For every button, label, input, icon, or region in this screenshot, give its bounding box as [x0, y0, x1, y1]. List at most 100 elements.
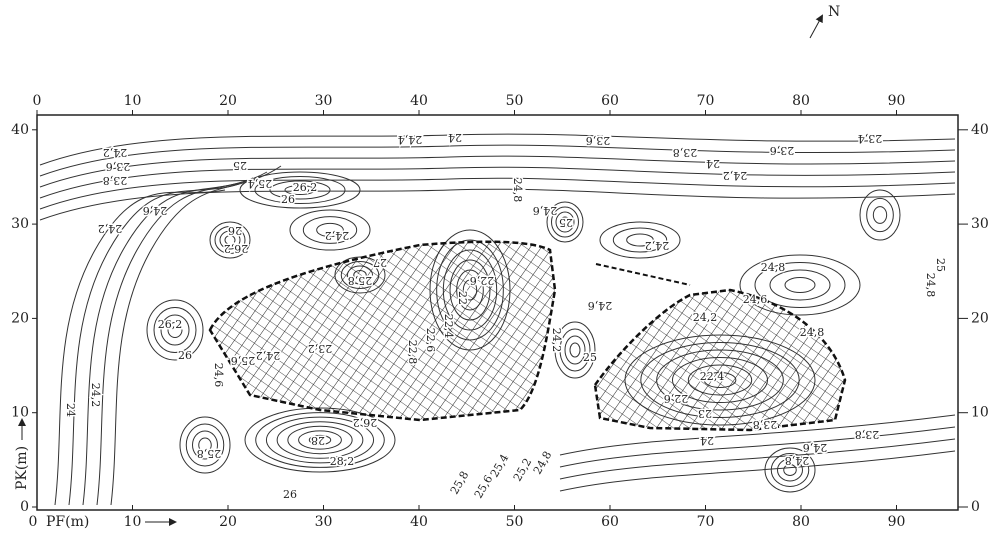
contour-label: 24: [706, 157, 720, 170]
contour-label: 25: [934, 258, 947, 272]
contour-label: 23,6: [106, 160, 131, 173]
contour-label: 24,2: [645, 239, 670, 252]
contour-label: 24,2: [89, 383, 102, 408]
x-tick-label: 0: [33, 93, 42, 109]
y-tick-label: 20: [11, 310, 29, 326]
contour-line: [40, 134, 955, 165]
x-tick-label: 20: [219, 514, 237, 530]
x-tick-label: 20: [219, 93, 237, 109]
contour-label: 26: [281, 193, 295, 206]
contour-line: [180, 417, 230, 473]
north-arrow: [810, 16, 822, 38]
contour-line: [873, 207, 886, 224]
contour-line: [40, 189, 955, 220]
contour-line: [785, 278, 815, 293]
contour-label: 26,2: [293, 181, 318, 194]
contour-line: [560, 427, 955, 467]
y-axis-label: PK(m): [14, 446, 30, 490]
x-tick-label: 60: [601, 93, 619, 109]
y-tick-label: 40: [971, 122, 989, 138]
contour-label: 24: [64, 403, 77, 417]
y-tick-label: 40: [11, 122, 29, 138]
contour-label: 24,6: [212, 363, 225, 388]
contour-label: 22,6: [424, 328, 437, 353]
x-tick-label: 0: [29, 514, 38, 530]
contour-label: 26: [228, 224, 242, 237]
y-tick-label: 30: [11, 216, 29, 232]
x-tick-label: 50: [506, 514, 524, 530]
contour-line: [867, 198, 894, 231]
x-tick-label: 70: [697, 93, 715, 109]
contour-label: 24,2: [723, 169, 748, 182]
contour-label: 25,8: [348, 274, 373, 287]
contour-map: N PK(m) PF(m) 00101020203030404050506060…: [0, 0, 999, 535]
contour-label: 22,4: [442, 314, 455, 339]
contour-line: [860, 190, 900, 240]
contour-line: [40, 167, 955, 198]
x-axis-label: PF(m): [46, 514, 89, 530]
contour-label: 24,8: [511, 178, 524, 203]
x-tick-label: 90: [888, 514, 906, 530]
x-tick-label: 40: [410, 514, 428, 530]
contour-label: 22: [456, 291, 469, 305]
contour-label: 24,8: [761, 261, 786, 274]
x-tick-label: 80: [792, 93, 810, 109]
y-tick-label: 0: [971, 499, 980, 515]
x-tick-label: 80: [792, 514, 810, 530]
contour-label: 24,8: [924, 273, 937, 298]
contour-label: 24,8: [785, 454, 810, 467]
contour-label: 24,6: [588, 299, 613, 312]
fault-line: [596, 264, 690, 285]
contour-label: 28,2: [330, 455, 355, 468]
y-tick-label: 10: [971, 405, 989, 421]
contour-label: 22,8: [406, 340, 419, 365]
contour-label: 25: [233, 159, 247, 172]
contour-label: 24,4: [398, 133, 423, 146]
contour-label: 26: [178, 349, 192, 362]
y-tick-label: 30: [971, 216, 989, 232]
contour-label: 24,8: [800, 326, 825, 339]
contour-label: 26,2: [224, 242, 249, 255]
contour-label: 24,2: [693, 311, 718, 324]
contour-label: 23,8: [673, 146, 698, 159]
contour-line: [565, 336, 585, 364]
contour-line: [570, 343, 580, 357]
north-label: N: [828, 4, 840, 20]
contour-label: 27: [373, 256, 387, 269]
contour-label: 25,8: [197, 447, 222, 460]
x-tick-label: 60: [601, 514, 619, 530]
contour-label: 23,8: [103, 174, 128, 187]
contour-label: 23: [698, 407, 712, 420]
contour-label: 25,6: [231, 354, 256, 367]
contour-label: 23,2: [308, 342, 333, 355]
contour-label: 23,8: [753, 418, 778, 431]
x-tick-label: 50: [506, 93, 524, 109]
contour-label: 26,2: [353, 416, 378, 429]
contour-label: 23,6: [770, 144, 795, 157]
contour-label: 24,2: [103, 146, 128, 159]
contour-label: 24,6: [803, 441, 828, 454]
contour-label: 25: [559, 216, 573, 229]
hatched-zone: [595, 290, 845, 430]
contour-line: [770, 270, 830, 300]
contour-label: 26: [283, 488, 297, 501]
contour-line: [40, 156, 955, 187]
x-tick-label: 30: [315, 514, 333, 530]
contour-label: 24,2: [98, 222, 123, 235]
x-tick-label: 90: [888, 93, 906, 109]
contour-line: [40, 145, 955, 176]
x-tick-label: 30: [315, 93, 333, 109]
contour-label: 25: [583, 351, 597, 364]
y-tick-label: 10: [11, 405, 29, 421]
contour-label: 22,4: [700, 370, 725, 383]
contour-label: 25,4: [488, 452, 512, 480]
y-tick-label: 20: [971, 310, 989, 326]
contour-line: [40, 178, 955, 209]
y-tick-label: 0: [20, 499, 29, 515]
contour-label: 24,6: [143, 204, 168, 217]
contour-label: 24,2: [550, 328, 563, 353]
x-tick-label: 10: [124, 514, 142, 530]
contour-label: 26,2: [158, 318, 183, 331]
contour-label: 23,8: [855, 428, 880, 441]
contour-label: 25,6: [472, 473, 496, 501]
